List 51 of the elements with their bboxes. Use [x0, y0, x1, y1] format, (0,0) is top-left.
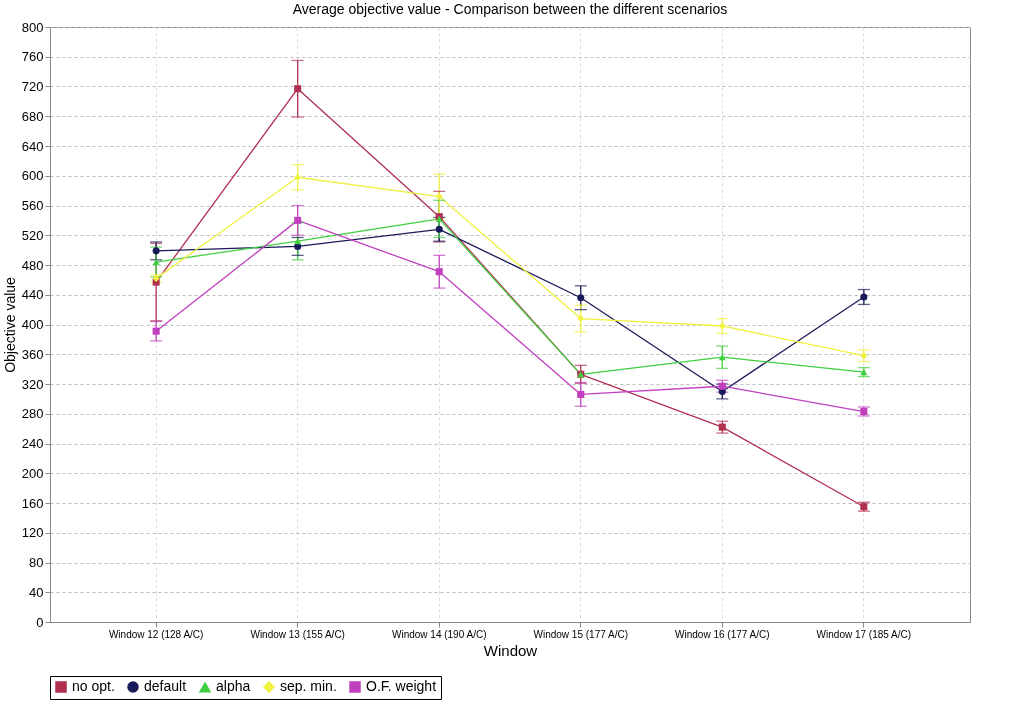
y-tick-label: 480	[21, 257, 44, 273]
y-tick-label: 720	[21, 79, 44, 94]
x-tick-label: Window 16 (177 A/C)	[675, 628, 770, 640]
y-tick-label: 520	[21, 227, 44, 243]
point	[152, 327, 160, 335]
point	[294, 242, 302, 250]
point	[152, 258, 160, 266]
x-tick-label: Window 12 (128 A/C)	[108, 628, 204, 640]
x-tick-label: Window 17 (185 A/C)	[816, 628, 912, 640]
y-tick-label: 120	[21, 525, 44, 541]
point	[435, 268, 443, 276]
legend-label: default	[144, 678, 187, 694]
legend-label: no opt.	[72, 678, 115, 694]
legend-label: alpha	[216, 678, 251, 695]
y-tick-label: 680	[21, 108, 44, 124]
point	[294, 238, 302, 245]
x-tick-label: Window 13 (155 A/C)	[250, 628, 345, 640]
y-tick-label: 400	[21, 317, 44, 332]
legend-label: sep. min.	[280, 678, 337, 694]
point	[577, 390, 585, 398]
point	[435, 225, 443, 233]
chart-title: Average objective value - Comparison between the different scenarios	[292, 1, 728, 17]
y-tick-label: 200	[21, 465, 44, 481]
point	[152, 247, 160, 255]
point	[294, 216, 302, 224]
legend-label: O.F. weight	[366, 678, 437, 694]
x-axis-title: Window	[483, 641, 538, 659]
y-tick-label: 800	[21, 19, 44, 35]
point	[294, 85, 302, 93]
y-tick-label: 600	[21, 168, 44, 184]
y-tick-label: 760	[21, 49, 44, 65]
y-tick-label: 640	[21, 138, 44, 154]
y-tick-label: 440	[21, 287, 44, 303]
y-tick-label: 560	[21, 198, 44, 213]
y-tick-label: 280	[21, 406, 44, 422]
point	[435, 193, 443, 201]
y-tick-label: 160	[21, 495, 44, 511]
y-tick-label: 320	[21, 376, 44, 392]
x-tick-label: Window 15 (177 A/C)	[533, 628, 629, 640]
point	[294, 173, 302, 181]
y-tick-label: 0	[36, 614, 44, 630]
y-tick-label: 40	[29, 584, 44, 600]
x-tick-label: Window 14 (190 A/C)	[391, 628, 487, 640]
y-tick-label: 240	[21, 436, 44, 451]
y-tick-label: 80	[29, 555, 44, 570]
point	[860, 293, 868, 301]
point	[718, 322, 726, 330]
point	[577, 294, 585, 302]
y-axis-title: Objective value	[1, 276, 18, 373]
point	[577, 315, 585, 323]
y-tick-label: 360	[21, 346, 44, 362]
